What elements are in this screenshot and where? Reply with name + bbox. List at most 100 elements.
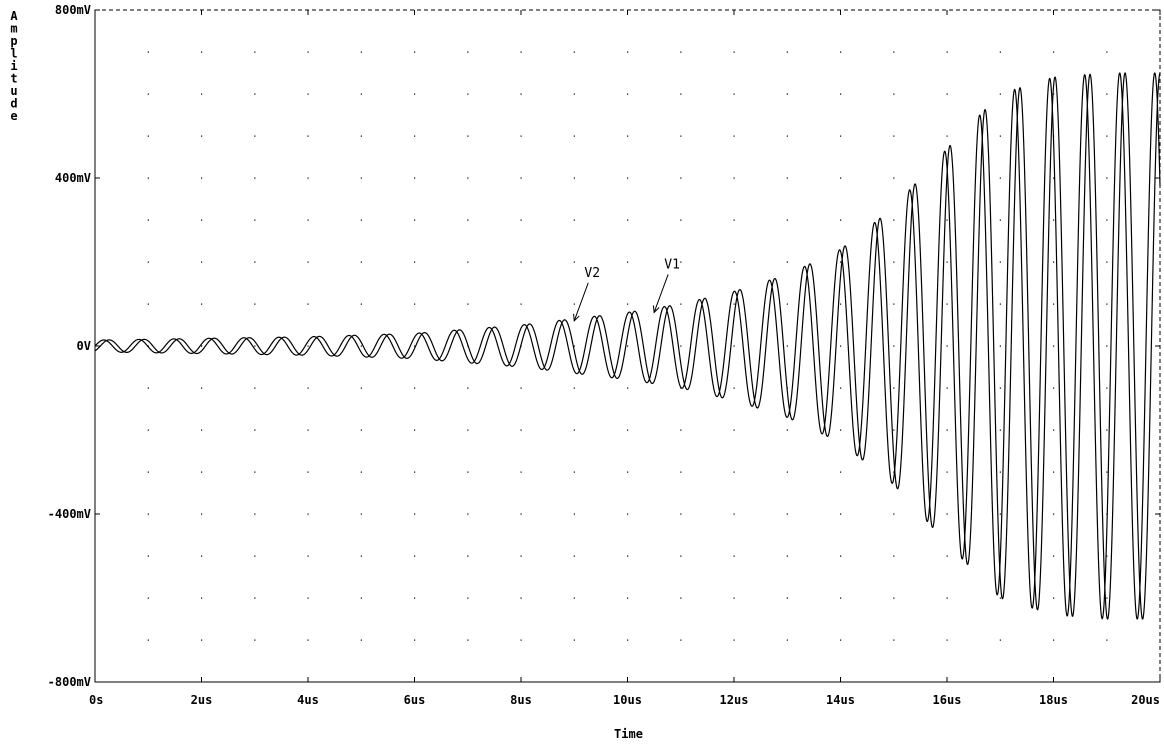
grid-dot (786, 51, 788, 53)
grid-dot (999, 135, 1001, 137)
grid-dot (627, 597, 629, 599)
grid-dot (1053, 387, 1055, 389)
grid-dot (627, 639, 629, 641)
grid-dot (201, 219, 203, 221)
grid-dot (254, 51, 256, 53)
grid-dot (201, 261, 203, 263)
grid-dot (680, 555, 682, 557)
x-tick-label: 8us (510, 693, 532, 707)
grid-dot (733, 597, 735, 599)
grid-dot (946, 387, 948, 389)
grid-dot (467, 219, 469, 221)
grid-dot (1053, 51, 1055, 53)
annotation-v1: V1 (652, 257, 680, 314)
grid-dot (627, 261, 629, 263)
grid-dot (520, 555, 522, 557)
grid-dot (893, 261, 895, 263)
grid-dot (147, 135, 149, 137)
x-tick-label: 12us (720, 693, 749, 707)
grid-dot (946, 135, 948, 137)
grid-dot (893, 303, 895, 305)
grid-dot (520, 135, 522, 137)
grid-dot (999, 93, 1001, 95)
grid-dot (573, 135, 575, 137)
trace-annotations: V2 V1 (573, 257, 680, 322)
x-tick-label: 2us (191, 693, 213, 707)
grid-dot (307, 345, 309, 347)
grid-dot (254, 387, 256, 389)
grid-dot (414, 471, 416, 473)
grid-dot (307, 597, 309, 599)
grid-dot (573, 429, 575, 431)
grid-dot (520, 51, 522, 53)
grid-dot (201, 429, 203, 431)
y-tick-label: -400mV (48, 507, 91, 521)
grid-dot (786, 177, 788, 179)
grid-dot (1053, 177, 1055, 179)
x-tick-label: 10us (613, 693, 642, 707)
grid-dot (1053, 345, 1055, 347)
grid-dot (1106, 51, 1108, 53)
grid-dot (201, 135, 203, 137)
grid-dot (733, 387, 735, 389)
grid-dot (467, 177, 469, 179)
grid-dot (467, 429, 469, 431)
x-tick-label: 14us (826, 693, 855, 707)
grid-dot (467, 513, 469, 515)
grid-dot (840, 219, 842, 221)
grid-dot (467, 135, 469, 137)
grid-dot (893, 429, 895, 431)
grid-dot (999, 597, 1001, 599)
grid-dot (893, 639, 895, 641)
grid-dot (147, 261, 149, 263)
grid-dot (840, 555, 842, 557)
grid-dot (627, 429, 629, 431)
grid-dot (680, 597, 682, 599)
grid-dot (840, 345, 842, 347)
grid-dot (840, 303, 842, 305)
grid-dot (201, 303, 203, 305)
grid-dot (307, 513, 309, 515)
grid-dot (201, 51, 203, 53)
grid-dot (360, 93, 362, 95)
grid-dot (573, 555, 575, 557)
grid-dot (467, 93, 469, 95)
grid-dot (946, 513, 948, 515)
y-axis-label-char: d (10, 97, 17, 111)
grid-dot (1106, 303, 1108, 305)
grid-dot (573, 303, 575, 305)
grid-dot (360, 177, 362, 179)
grid-dot (520, 513, 522, 515)
grid-dot (201, 471, 203, 473)
y-axis-label-char: p (10, 34, 17, 48)
grid-dot (360, 429, 362, 431)
grid-dot (733, 639, 735, 641)
grid-dot (680, 345, 682, 347)
grid-dot (414, 51, 416, 53)
grid-dot (147, 303, 149, 305)
grid-dot (467, 261, 469, 263)
grid-dot (1053, 513, 1055, 515)
grid-dot (946, 345, 948, 347)
grid-dot (201, 387, 203, 389)
grid-dot (999, 345, 1001, 347)
grid-dot (520, 303, 522, 305)
grid-dot (520, 261, 522, 263)
grid-dot (201, 93, 203, 95)
grid-dot (520, 219, 522, 221)
grid-dot (467, 387, 469, 389)
grid-dot (520, 639, 522, 641)
annotation-v2: V2 (573, 266, 600, 322)
grid-dot (946, 219, 948, 221)
grid-dot (840, 93, 842, 95)
grid-dot (201, 639, 203, 641)
grid-dot (946, 261, 948, 263)
grid-dot (893, 597, 895, 599)
grid-dot (467, 303, 469, 305)
grid-dot (840, 639, 842, 641)
x-tick-label: 4us (297, 693, 319, 707)
grid-dot (520, 429, 522, 431)
grid-dot (254, 261, 256, 263)
grid-dot (307, 429, 309, 431)
